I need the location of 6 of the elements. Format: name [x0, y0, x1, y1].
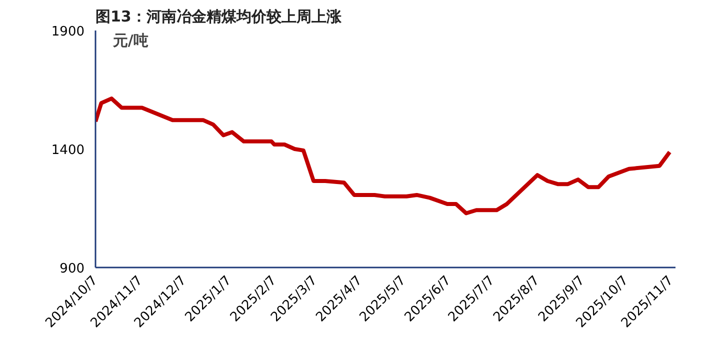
- y-tick-label: 900: [60, 262, 85, 276]
- y-tick-label: 1900: [51, 24, 85, 40]
- y-axis-title: 元/吨: [112, 31, 148, 50]
- line-series: [96, 96, 672, 216]
- y-tick-label: 1400: [51, 143, 85, 158]
- chart-title: 图13：河南冶金精煤均价较上周上涨: [96, 8, 342, 26]
